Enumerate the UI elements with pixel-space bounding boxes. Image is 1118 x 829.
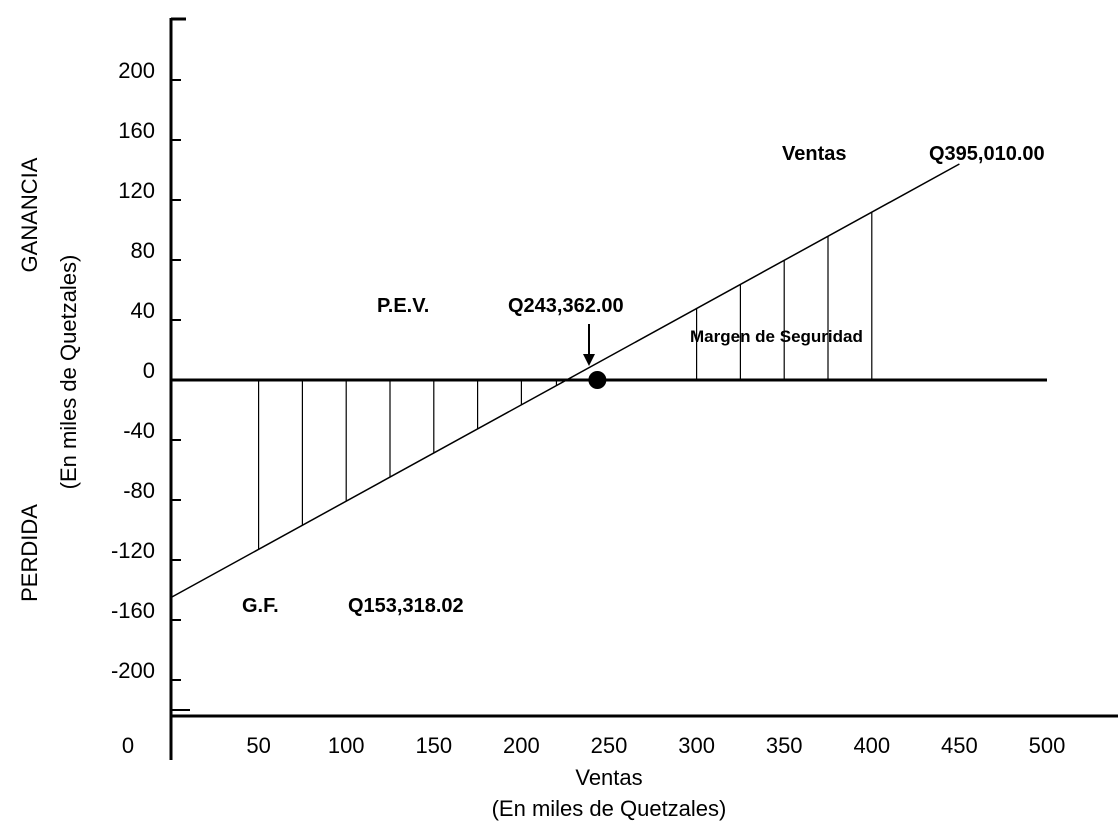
- pev-value: Q243,362.00: [508, 295, 624, 317]
- x-ticks: 0 50 100 150 200 250 300 350 400 450 500: [122, 733, 1065, 758]
- margin-label: Margen de Seguridad: [690, 327, 863, 346]
- y-tick-label: -120: [111, 538, 155, 563]
- x-tick-label: 500: [1029, 733, 1066, 758]
- ventas-value: Q395,010.00: [929, 143, 1045, 165]
- y-axis-title-unit: (En miles de Quetzales): [56, 255, 81, 490]
- x-tick-label: 450: [941, 733, 978, 758]
- hatch-lines: [258, 212, 873, 550]
- y-tick-label: 0: [143, 358, 155, 383]
- x-axis-title: Ventas: [575, 765, 642, 790]
- y-tick-label: 80: [131, 238, 155, 263]
- gf-value: Q153,318.02: [348, 595, 464, 617]
- x-axis-title-unit: (En miles de Quetzales): [492, 796, 727, 821]
- break-even-point: [588, 371, 607, 389]
- y-axis-title-ganancia: GANANCIA: [17, 157, 42, 272]
- y-tick-label: -40: [123, 418, 155, 443]
- y-tick-label: 120: [118, 178, 155, 203]
- x-tick-label: 400: [853, 733, 890, 758]
- y-tick-label: 40: [131, 298, 155, 323]
- x-tick-label: 200: [503, 733, 540, 758]
- pev-label: P.E.V.: [377, 295, 429, 317]
- sales-series: [170, 163, 960, 599]
- x-tick-label: 0: [122, 733, 134, 758]
- x-tick-label: 150: [415, 733, 452, 758]
- sales-line: [170, 163, 960, 599]
- pev-arrow-head: [583, 354, 595, 366]
- y-ticks: 200 160 120 80 40 0 -40 -80 -120 -160 -200: [111, 58, 181, 683]
- y-tick-label: -160: [111, 598, 155, 623]
- x-tick-label: 350: [766, 733, 803, 758]
- y-tick-label: 200: [118, 58, 155, 83]
- gf-label: G.F.: [242, 595, 279, 617]
- x-tick-label: 100: [328, 733, 365, 758]
- y-tick-label: 160: [118, 118, 155, 143]
- y-tick-label: -200: [111, 658, 155, 683]
- x-tick-label: 300: [678, 733, 715, 758]
- x-tick-label: 50: [246, 733, 270, 758]
- x-tick-label: 250: [591, 733, 628, 758]
- y-tick-label: -80: [123, 478, 155, 503]
- y-axis-title-perdida: PERDIDA: [17, 504, 42, 602]
- ventas-label: Ventas: [782, 143, 846, 165]
